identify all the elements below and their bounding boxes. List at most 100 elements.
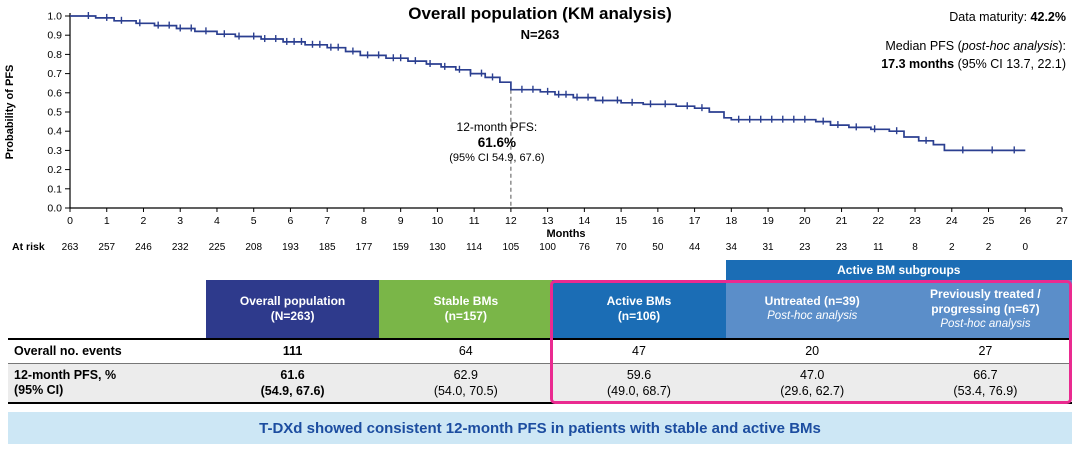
at-risk-value: 246: [135, 242, 152, 253]
annotation-line2: 61.6%: [478, 135, 516, 150]
at-risk-value: 76: [579, 242, 591, 253]
cell-pfs-overall: 61.6 (54.9, 67.6): [206, 364, 380, 404]
at-risk-value: 23: [836, 242, 848, 253]
col-header-note: Post-hoc analysis: [767, 310, 858, 323]
median-pfs-value: 17.3 months: [881, 56, 955, 71]
svg-text:0.1: 0.1: [47, 183, 62, 195]
svg-text:3: 3: [177, 215, 183, 227]
row-label-line: 12-month PFS, %: [14, 368, 117, 382]
svg-text:21: 21: [836, 215, 848, 227]
pfs-ci: (53.4, 76.9): [953, 384, 1018, 398]
cell-events-stable: 64: [379, 338, 553, 364]
data-maturity-label: Data maturity:: [949, 10, 1031, 24]
at-risk-value: 130: [429, 242, 446, 253]
svg-text:25: 25: [983, 215, 995, 227]
median-pfs: Median PFS (post-hoc analysis): 17.3 mon…: [881, 38, 1066, 73]
svg-text:23: 23: [909, 215, 921, 227]
svg-text:0.2: 0.2: [47, 164, 62, 176]
svg-text:4: 4: [214, 215, 220, 227]
pfs-ci: (29.6, 62.7): [780, 384, 845, 398]
results-table: Active BM subgroups Overall population (…: [8, 260, 1072, 404]
svg-text:16: 16: [652, 215, 664, 227]
annotation-line3: (95% CI 54.9, 67.6): [449, 152, 544, 164]
at-risk-value: 2: [949, 242, 955, 253]
at-risk-value: 114: [466, 242, 482, 253]
at-risk-value: 193: [282, 242, 299, 253]
at-risk-value: 31: [763, 242, 775, 253]
svg-text:0.5: 0.5: [47, 107, 62, 119]
at-risk-value: 159: [392, 242, 409, 253]
col-header-active-bms: Active BMs (n=106): [552, 280, 726, 338]
at-risk-value: 177: [356, 242, 373, 253]
col-header-line: (n=157): [444, 309, 487, 323]
svg-text:24: 24: [946, 215, 958, 227]
svg-text:13: 13: [542, 215, 554, 227]
at-risk-value: 0: [1022, 242, 1028, 253]
active-bm-subgroups-banner: Active BM subgroups: [725, 260, 1072, 280]
at-risk-value: 23: [799, 242, 811, 253]
at-risk-value: 225: [209, 242, 226, 253]
col-header-previously-treated: Previously treated / progressing (n=67) …: [898, 280, 1072, 338]
col-header-line: Overall population: [239, 294, 346, 308]
svg-text:27: 27: [1056, 215, 1068, 227]
svg-text:6: 6: [288, 215, 294, 227]
pfs-ci: (54.0, 70.5): [433, 384, 498, 398]
col-header-note: Post-hoc analysis: [940, 317, 1031, 330]
annotation-line1: 12-month PFS:: [457, 120, 538, 134]
svg-text:0: 0: [67, 215, 73, 227]
row-label-12mo-pfs: 12-month PFS, % (95% CI): [8, 364, 206, 404]
col-header-line: (N=263): [270, 309, 315, 323]
at-risk-value: 263: [62, 242, 79, 253]
pfs-value: 59.6: [626, 367, 652, 382]
at-risk-label: At risk: [12, 241, 45, 253]
at-risk-value: 2: [986, 242, 992, 253]
pfs-ci: (54.9, 67.6): [260, 384, 325, 398]
data-maturity: Data maturity: 42.2%: [949, 10, 1066, 24]
cell-pfs-prev-treated: 66.7 (53.4, 76.9): [898, 364, 1072, 404]
svg-text:26: 26: [1019, 215, 1031, 227]
col-header-line: Untreated (n=39): [764, 294, 860, 309]
at-risk-value: 232: [172, 242, 189, 253]
at-risk-value: 70: [616, 242, 628, 253]
cell-events-untreated: 20: [725, 338, 899, 364]
cell-pfs-untreated: 47.0 (29.6, 62.7): [725, 364, 899, 404]
svg-text:19: 19: [762, 215, 774, 227]
svg-text:15: 15: [615, 215, 627, 227]
cell-events-overall: 111: [206, 338, 380, 364]
km-plot: 0.00.10.20.30.40.50.60.70.80.91.00 1 2 3 4 5 6…: [4, 11, 1068, 254]
svg-text:18: 18: [725, 215, 737, 227]
col-header-overall-population: Overall population (N=263): [206, 280, 380, 338]
svg-text:0.8: 0.8: [47, 49, 62, 61]
median-pfs-italic: post-hoc analysis: [961, 39, 1059, 53]
pfs-value: 62.9: [453, 367, 478, 382]
conclusion-text: T-DXd showed consistent 12-month PFS in …: [259, 419, 821, 437]
at-risk-value: 44: [689, 242, 701, 253]
median-pfs-suffix: ):: [1058, 39, 1066, 53]
svg-text:5: 5: [251, 215, 257, 227]
col-header-line: Stable BMs: [433, 294, 499, 308]
svg-text:7: 7: [324, 215, 330, 227]
svg-text:0.0: 0.0: [47, 203, 62, 215]
data-maturity-value: 42.2%: [1030, 10, 1066, 24]
svg-text:22: 22: [872, 215, 884, 227]
cell-events-prev-treated: 27: [898, 338, 1072, 364]
row-label-events: Overall no. events: [8, 338, 206, 364]
col-header-line: (n=106): [617, 309, 661, 323]
col-header-line: progressing (n=67): [931, 301, 1040, 316]
km-curve: [70, 15, 1026, 152]
svg-text:1: 1: [104, 215, 110, 227]
pfs-value: 61.6: [280, 367, 305, 382]
at-risk-value: 105: [503, 242, 520, 253]
at-risk-value: 50: [652, 242, 664, 253]
svg-text:8: 8: [361, 215, 367, 227]
svg-text:12: 12: [505, 215, 517, 227]
at-risk-value: 11: [873, 242, 884, 253]
median-pfs-ci: (95% CI 13.7, 22.1): [954, 56, 1066, 71]
svg-text:0.9: 0.9: [47, 30, 62, 42]
col-header-stable-bms: Stable BMs (n=157): [379, 280, 553, 338]
at-risk-value: 257: [98, 242, 115, 253]
at-risk-value: 208: [245, 242, 262, 253]
svg-text:14: 14: [579, 215, 591, 227]
cell-pfs-stable: 62.9 (54.0, 70.5): [379, 364, 553, 404]
